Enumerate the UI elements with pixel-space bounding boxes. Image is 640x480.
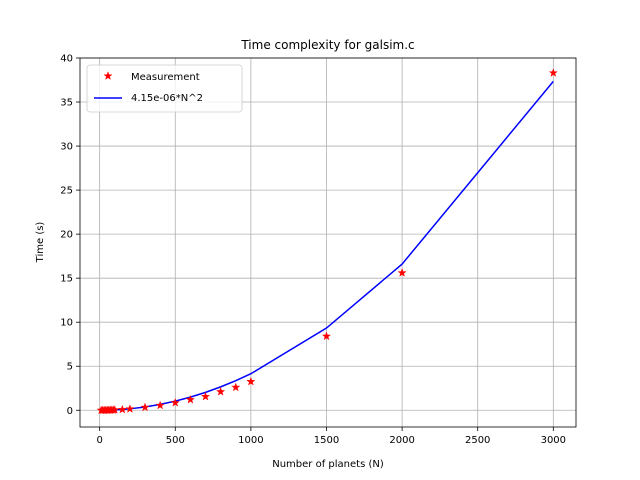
axis-ticks: 0 500 1000 1500 2000 2500 3000 0 5 10 15 20 25 30 35 40 — [60, 54, 566, 447]
y-tick-label: 10 — [60, 318, 73, 329]
y-axis-label: Time (s) — [35, 222, 46, 264]
y-tick-label: 40 — [60, 54, 73, 65]
x-tick-label: 2000 — [389, 435, 414, 446]
legend-marker-measurement — [103, 71, 113, 80]
legend-star-icon — [103, 71, 113, 80]
measurement-point — [216, 386, 226, 396]
y-tick-label: 5 — [67, 362, 73, 373]
axes-frame — [79, 57, 577, 428]
grid-lines — [80, 57, 576, 427]
measurement-point — [125, 404, 135, 413]
legend-label-measurement: Measurement — [131, 72, 200, 83]
legend-label-fit: 4.15e-06*N^2 — [131, 93, 203, 104]
x-tick-label: 500 — [166, 435, 185, 446]
legend-box — [86, 64, 243, 113]
y-tick-label: 20 — [60, 230, 73, 241]
measurement-point — [110, 405, 120, 414]
measurement-point — [231, 382, 241, 392]
measurement-point — [321, 331, 332, 341]
y-tick-label: 15 — [60, 274, 73, 285]
measurement-point — [548, 68, 558, 77]
measurement-point — [200, 391, 211, 401]
y-tick-label: 0 — [67, 406, 73, 417]
chart-title: Time complexity for galsim.c — [240, 38, 414, 52]
x-tick-label: 1500 — [314, 435, 339, 446]
x-tick-label: 0 — [96, 435, 102, 446]
x-tick-label: 1000 — [238, 435, 263, 446]
x-axis-label: Number of planets (N) — [272, 459, 384, 470]
y-tick-label: 35 — [60, 98, 73, 109]
measurement-point — [140, 402, 150, 412]
measurement-point — [397, 268, 407, 277]
measurement-point — [246, 376, 256, 386]
legend: Measurement 4.15e-06*N^2 — [86, 64, 243, 113]
x-tick-label: 2500 — [465, 435, 490, 446]
measurement-point — [185, 394, 195, 404]
measurement-point — [117, 404, 127, 414]
measurement-point — [170, 397, 180, 407]
y-tick-label: 25 — [60, 186, 73, 197]
plot-area — [96, 68, 558, 415]
y-tick-label: 30 — [60, 142, 73, 153]
measurement-point — [155, 400, 165, 410]
x-tick-label: 3000 — [541, 435, 566, 446]
